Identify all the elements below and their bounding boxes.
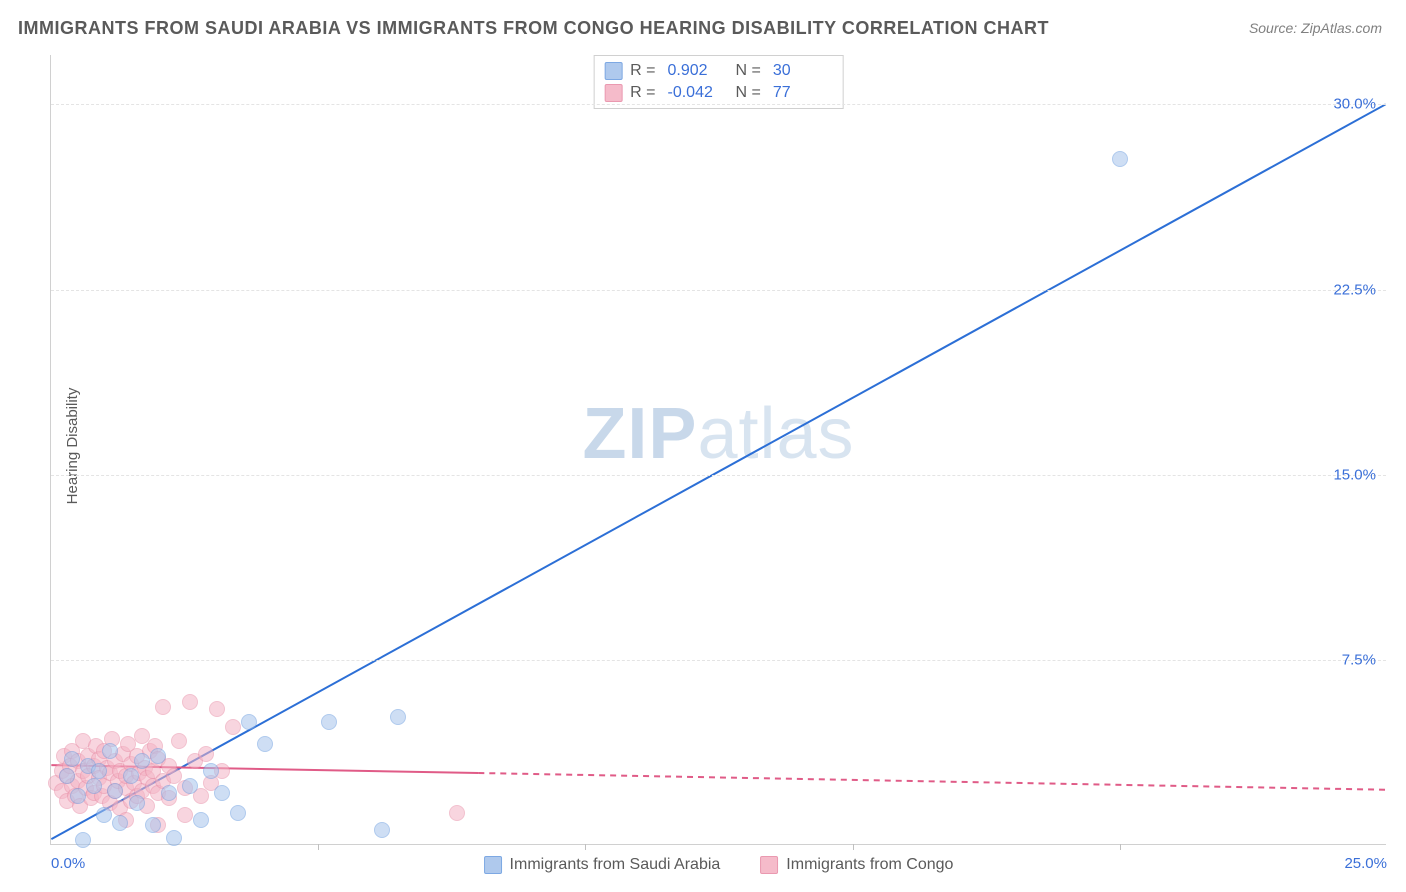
scatter-point bbox=[225, 719, 241, 735]
legend-swatch-1 bbox=[604, 84, 622, 102]
x-tick-mark bbox=[318, 844, 319, 850]
correlation-legend: R = 0.902 N = 30 R = -0.042 N = 77 bbox=[593, 55, 844, 109]
scatter-point bbox=[161, 785, 177, 801]
plot-area: ZIPatlas R = 0.902 N = 30 R = -0.042 N =… bbox=[50, 55, 1386, 845]
grid-line-h bbox=[51, 475, 1386, 476]
watermark-bold: ZIP bbox=[582, 394, 697, 474]
source-attribution: Source: ZipAtlas.com bbox=[1249, 20, 1382, 36]
legend-row-series-1: R = -0.042 N = 77 bbox=[604, 82, 833, 104]
chart-container: IMMIGRANTS FROM SAUDI ARABIA VS IMMIGRAN… bbox=[0, 0, 1406, 892]
scatter-point bbox=[134, 753, 150, 769]
scatter-point bbox=[257, 736, 273, 752]
scatter-point bbox=[75, 832, 91, 848]
scatter-point bbox=[86, 778, 102, 794]
scatter-point bbox=[91, 763, 107, 779]
scatter-point bbox=[102, 743, 118, 759]
legend-r-label-1: R = bbox=[630, 84, 655, 102]
scatter-point bbox=[171, 733, 187, 749]
series-name-1: Immigrants from Congo bbox=[786, 856, 953, 874]
chart-title: IMMIGRANTS FROM SAUDI ARABIA VS IMMIGRAN… bbox=[18, 18, 1049, 39]
y-tick-label: 30.0% bbox=[1333, 96, 1376, 113]
scatter-point bbox=[59, 768, 75, 784]
scatter-point bbox=[241, 714, 257, 730]
legend-n-label-0: N = bbox=[736, 62, 761, 80]
scatter-point bbox=[193, 812, 209, 828]
scatter-point bbox=[155, 699, 171, 715]
scatter-point bbox=[214, 785, 230, 801]
x-tick-mark bbox=[853, 844, 854, 850]
scatter-point bbox=[321, 714, 337, 730]
series-legend-item-0: Immigrants from Saudi Arabia bbox=[484, 856, 721, 874]
regression-line-dashed bbox=[478, 773, 1385, 790]
legend-r-value-1: -0.042 bbox=[668, 84, 728, 102]
x-tick-label: 25.0% bbox=[1344, 855, 1387, 872]
watermark: ZIPatlas bbox=[582, 393, 854, 475]
series-legend-item-1: Immigrants from Congo bbox=[760, 856, 953, 874]
series-swatch-0 bbox=[484, 856, 502, 874]
scatter-point bbox=[182, 694, 198, 710]
scatter-point bbox=[166, 830, 182, 846]
scatter-point bbox=[177, 807, 193, 823]
scatter-point bbox=[182, 778, 198, 794]
y-tick-label: 15.0% bbox=[1333, 466, 1376, 483]
legend-r-value-0: 0.902 bbox=[668, 62, 728, 80]
scatter-point bbox=[230, 805, 246, 821]
scatter-point bbox=[107, 783, 123, 799]
scatter-point bbox=[449, 805, 465, 821]
scatter-point bbox=[209, 701, 225, 717]
legend-n-label-1: N = bbox=[736, 84, 761, 102]
series-swatch-1 bbox=[760, 856, 778, 874]
scatter-point bbox=[203, 763, 219, 779]
legend-r-label-0: R = bbox=[630, 62, 655, 80]
legend-n-value-1: 77 bbox=[773, 84, 833, 102]
scatter-point bbox=[374, 822, 390, 838]
legend-n-value-0: 30 bbox=[773, 62, 833, 80]
series-legend: Immigrants from Saudi Arabia Immigrants … bbox=[484, 856, 954, 874]
scatter-point bbox=[112, 815, 128, 831]
grid-line-h bbox=[51, 104, 1386, 105]
x-tick-mark bbox=[585, 844, 586, 850]
watermark-light: atlas bbox=[697, 394, 854, 474]
scatter-point bbox=[96, 807, 112, 823]
grid-line-h bbox=[51, 290, 1386, 291]
scatter-point bbox=[64, 751, 80, 767]
scatter-point bbox=[129, 795, 145, 811]
y-tick-label: 22.5% bbox=[1333, 281, 1376, 298]
x-tick-label: 0.0% bbox=[51, 855, 85, 872]
scatter-point bbox=[70, 788, 86, 804]
scatter-point bbox=[150, 748, 166, 764]
scatter-point bbox=[123, 768, 139, 784]
y-tick-label: 7.5% bbox=[1342, 651, 1376, 668]
scatter-point bbox=[145, 817, 161, 833]
scatter-point bbox=[198, 746, 214, 762]
x-tick-mark bbox=[1120, 844, 1121, 850]
scatter-point bbox=[1112, 151, 1128, 167]
grid-line-h bbox=[51, 660, 1386, 661]
legend-swatch-0 bbox=[604, 62, 622, 80]
scatter-point bbox=[390, 709, 406, 725]
series-name-0: Immigrants from Saudi Arabia bbox=[510, 856, 721, 874]
legend-row-series-0: R = 0.902 N = 30 bbox=[604, 60, 833, 82]
